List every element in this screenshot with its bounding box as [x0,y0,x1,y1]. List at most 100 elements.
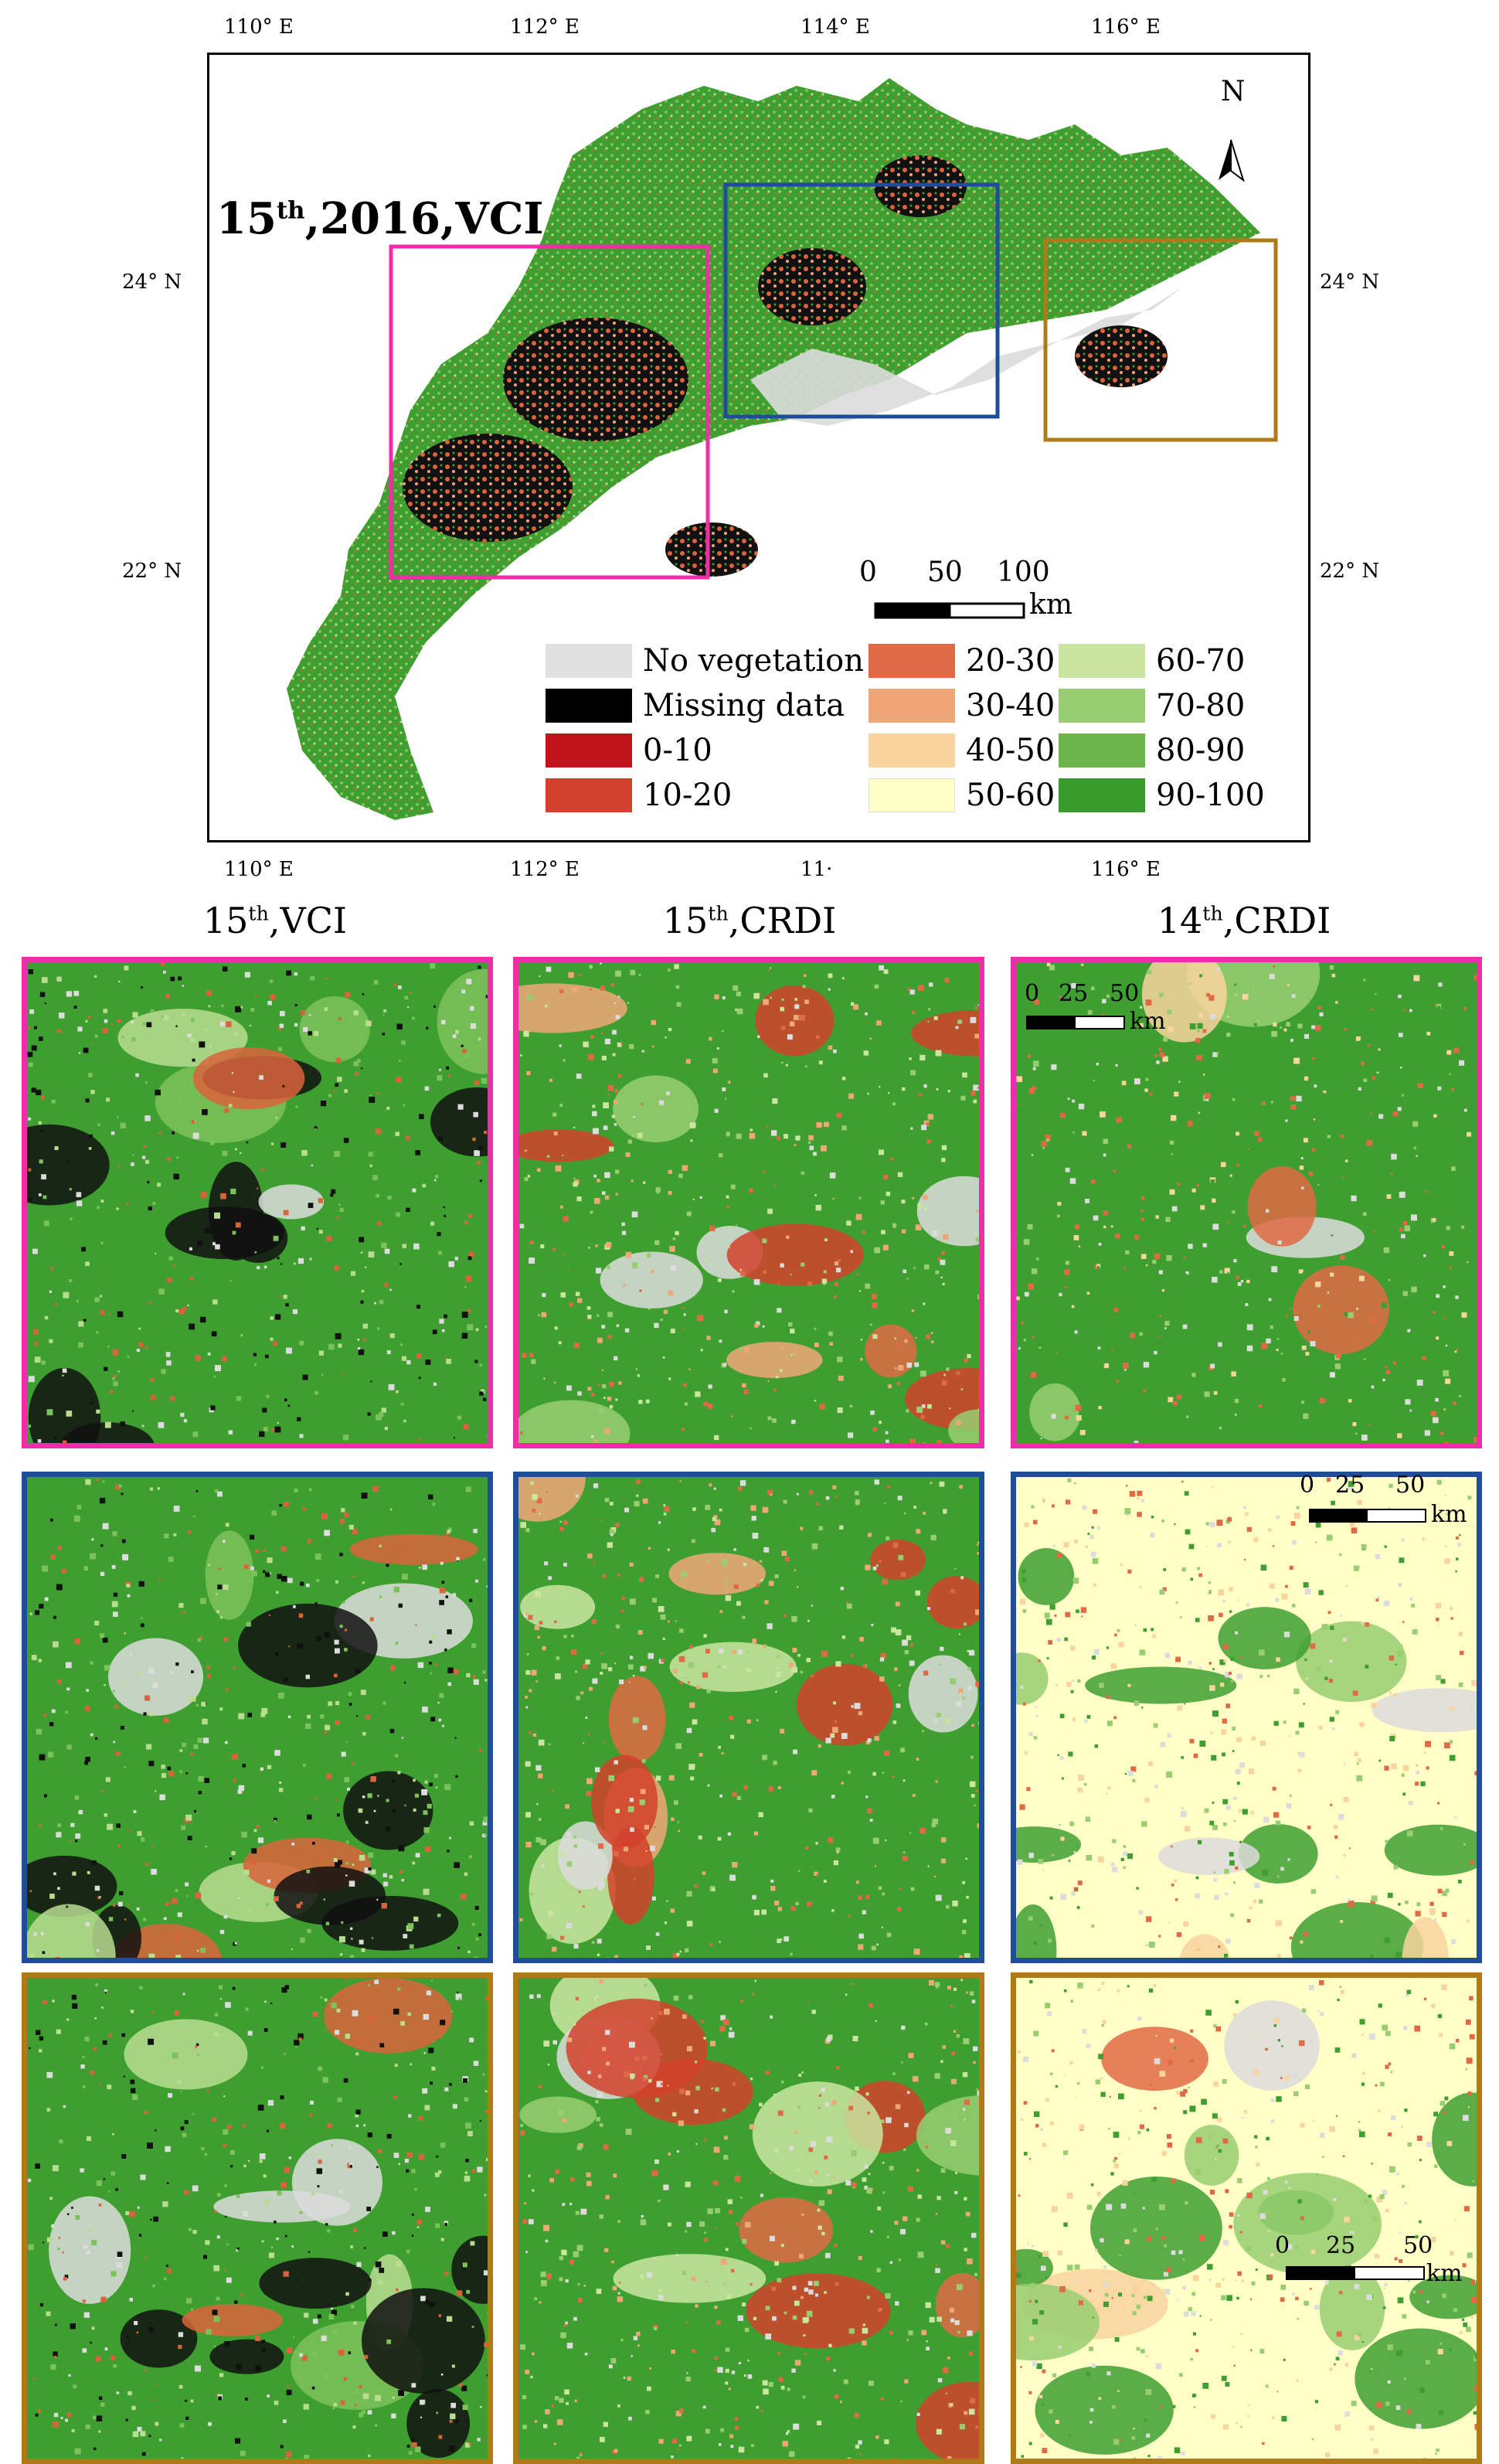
texture-speck [1097,1526,1100,1529]
texture-speck [1399,1557,1404,1563]
texture-speck [879,1421,882,1424]
texture-speck [260,2153,266,2159]
texture-speck [457,2290,462,2296]
texture-speck [1372,1386,1375,1389]
texture-speck [863,2323,865,2326]
texture-speck [447,1629,451,1634]
texture-speck [446,1356,447,1358]
texture-speck [303,1764,306,1767]
texture-speck [910,1070,916,1075]
texture-speck [457,1416,461,1420]
texture-speck [345,992,350,997]
texture-speck [134,1810,137,1813]
texture-speck [1300,2123,1305,2128]
texture-speck [1403,1291,1408,1295]
texture-speck [280,2182,287,2188]
texture-speck [865,1795,868,1798]
texture-speck [883,1245,889,1251]
texture-speck [927,1607,930,1610]
texture-speck [1140,1586,1142,1588]
texture-speck [808,2289,813,2294]
texture-speck [579,1891,581,1893]
texture-speck [1207,2264,1212,2269]
texture-speck [344,1648,348,1652]
texture-speck [777,1938,781,1943]
texture-speck [304,2313,308,2317]
texture-speck [107,1824,113,1830]
texture-speck [950,2319,954,2323]
texture-speck [600,2123,603,2127]
texture-speck [763,999,769,1006]
texture-speck [314,1031,319,1036]
texture-speck [390,1333,395,1338]
texture-speck [618,2292,620,2295]
texture-speck [1045,1613,1050,1618]
texture-speck [1236,2000,1239,2003]
texture-speck [1111,1225,1113,1227]
texture-speck [859,1197,862,1200]
texture-speck [59,2139,63,2143]
texture-speck [1088,1010,1093,1015]
texture-speck [824,1238,828,1241]
texture-speck [1415,1145,1417,1147]
texture-speck [668,968,671,972]
texture-speck [870,1324,872,1326]
texture-speck [103,1028,108,1033]
texture-speck [1200,2315,1202,2316]
texture-speck [393,1780,396,1783]
texture-speck [86,1689,89,1692]
texture-speck [127,2336,129,2339]
texture-speck [546,967,552,972]
texture-speck [1445,1545,1447,1547]
texture-speck [549,1744,550,1745]
texture-speck [342,1752,346,1757]
texture-speck [902,1087,905,1091]
texture-speck [1048,1939,1052,1943]
texture-speck [74,1795,79,1800]
texture-speck [742,1383,746,1387]
texture-speck [575,1670,577,1673]
texture-speck [57,1887,60,1890]
texture-speck [745,2328,750,2333]
texture-speck [1052,2049,1055,2052]
texture-speck [887,2236,889,2238]
texture-speck [761,1579,763,1581]
texture-speck [633,1675,634,1676]
texture-speck [887,1932,892,1937]
texture-speck [974,1805,976,1806]
texture-speck [1242,2280,1244,2282]
texture-speck [83,2085,85,2088]
texture-speck [940,2061,943,2063]
texture-speck [447,2316,452,2322]
texture-speck [1440,1827,1443,1830]
texture-speck [1375,2085,1377,2087]
texture-speck [1326,1186,1331,1190]
texture-speck [639,974,641,976]
texture-speck [1450,1617,1453,1619]
texture-speck [614,1089,618,1093]
texture-speck [461,989,465,993]
texture-speck [1166,1771,1172,1778]
texture-speck [351,2305,354,2308]
texture-speck [920,1370,926,1377]
texture-speck [374,980,379,985]
texture-speck [406,1135,410,1140]
texture-speck [1042,1071,1046,1076]
texture-speck [965,1858,967,1860]
texture-speck [382,1702,386,1705]
texture-speck [399,2163,400,2165]
texture-speck [471,1643,476,1648]
legend-item: 50-60 [868,778,1055,813]
texture-speck [719,1153,722,1157]
texture-speck [364,2247,365,2248]
texture-speck [1210,1363,1215,1368]
texture-speck [783,1615,787,1618]
texture-blob [1029,1383,1081,1441]
texture-speck [196,1704,199,1707]
texture-speck [637,2344,640,2347]
texture-speck [1311,2250,1316,2255]
texture-speck [773,2094,776,2096]
texture-speck [1111,1863,1115,1867]
texture-speck [159,1578,161,1581]
texture-speck [1351,1016,1355,1019]
